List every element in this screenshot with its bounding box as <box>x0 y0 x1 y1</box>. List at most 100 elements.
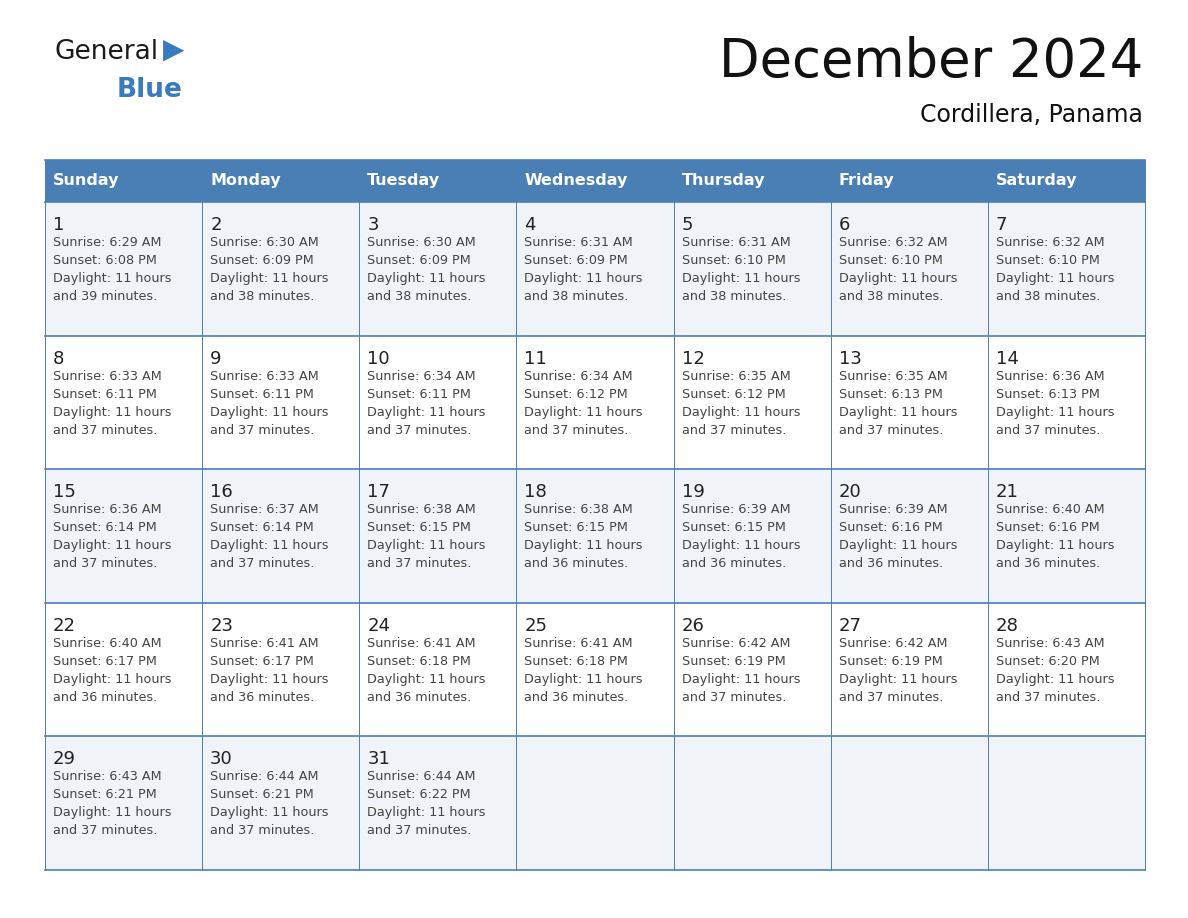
Text: Daylight: 11 hours: Daylight: 11 hours <box>524 406 643 419</box>
Text: 29: 29 <box>53 750 76 768</box>
Text: Daylight: 11 hours: Daylight: 11 hours <box>996 406 1114 419</box>
Text: and 37 minutes.: and 37 minutes. <box>996 423 1100 437</box>
Bar <box>45 160 1145 202</box>
Text: Sunset: 6:17 PM: Sunset: 6:17 PM <box>210 655 314 667</box>
Text: and 37 minutes.: and 37 minutes. <box>367 557 472 570</box>
Text: Sunrise: 6:34 AM: Sunrise: 6:34 AM <box>367 370 476 383</box>
Text: Sunset: 6:11 PM: Sunset: 6:11 PM <box>210 387 314 400</box>
Text: and 38 minutes.: and 38 minutes. <box>524 290 628 303</box>
Text: Sunset: 6:08 PM: Sunset: 6:08 PM <box>53 254 157 267</box>
Text: Sunset: 6:17 PM: Sunset: 6:17 PM <box>53 655 157 667</box>
Text: Sunrise: 6:41 AM: Sunrise: 6:41 AM <box>367 637 476 650</box>
Text: and 37 minutes.: and 37 minutes. <box>210 824 315 837</box>
Text: Sunset: 6:22 PM: Sunset: 6:22 PM <box>367 789 470 801</box>
Text: Sunset: 6:18 PM: Sunset: 6:18 PM <box>367 655 472 667</box>
Text: 14: 14 <box>996 350 1019 367</box>
Text: Sunset: 6:20 PM: Sunset: 6:20 PM <box>996 655 1100 667</box>
Text: Sunrise: 6:36 AM: Sunrise: 6:36 AM <box>53 503 162 516</box>
Text: Sunset: 6:14 PM: Sunset: 6:14 PM <box>53 521 157 534</box>
Text: Sunrise: 6:35 AM: Sunrise: 6:35 AM <box>839 370 948 383</box>
Text: Sunrise: 6:40 AM: Sunrise: 6:40 AM <box>53 637 162 650</box>
Text: Sunset: 6:13 PM: Sunset: 6:13 PM <box>839 387 942 400</box>
Text: Sunrise: 6:44 AM: Sunrise: 6:44 AM <box>210 770 318 783</box>
Text: Sunrise: 6:42 AM: Sunrise: 6:42 AM <box>682 637 790 650</box>
Text: and 37 minutes.: and 37 minutes. <box>210 423 315 437</box>
Text: Sunset: 6:10 PM: Sunset: 6:10 PM <box>682 254 785 267</box>
Text: Sunrise: 6:32 AM: Sunrise: 6:32 AM <box>839 236 947 249</box>
Text: 9: 9 <box>210 350 222 367</box>
Text: Daylight: 11 hours: Daylight: 11 hours <box>682 539 800 553</box>
Text: Sunset: 6:09 PM: Sunset: 6:09 PM <box>367 254 470 267</box>
Text: 3: 3 <box>367 216 379 234</box>
Text: Sunset: 6:13 PM: Sunset: 6:13 PM <box>996 387 1100 400</box>
Text: and 37 minutes.: and 37 minutes. <box>682 423 786 437</box>
Text: Wednesday: Wednesday <box>524 174 627 188</box>
Text: Daylight: 11 hours: Daylight: 11 hours <box>210 406 329 419</box>
Text: Sunrise: 6:38 AM: Sunrise: 6:38 AM <box>524 503 633 516</box>
Text: Sunrise: 6:43 AM: Sunrise: 6:43 AM <box>996 637 1105 650</box>
Text: 20: 20 <box>839 483 861 501</box>
Text: Sunrise: 6:41 AM: Sunrise: 6:41 AM <box>210 637 318 650</box>
Text: Sunrise: 6:30 AM: Sunrise: 6:30 AM <box>367 236 476 249</box>
Text: 24: 24 <box>367 617 391 635</box>
Text: Daylight: 11 hours: Daylight: 11 hours <box>682 406 800 419</box>
Text: Monday: Monday <box>210 174 280 188</box>
Text: and 37 minutes.: and 37 minutes. <box>839 691 943 704</box>
Text: Sunrise: 6:39 AM: Sunrise: 6:39 AM <box>839 503 947 516</box>
Text: Daylight: 11 hours: Daylight: 11 hours <box>210 806 329 820</box>
Text: December 2024: December 2024 <box>719 36 1143 88</box>
Text: Sunrise: 6:31 AM: Sunrise: 6:31 AM <box>524 236 633 249</box>
Text: and 38 minutes.: and 38 minutes. <box>682 290 786 303</box>
Text: Saturday: Saturday <box>996 174 1078 188</box>
Text: Sunrise: 6:32 AM: Sunrise: 6:32 AM <box>996 236 1105 249</box>
Text: Blue: Blue <box>116 77 183 103</box>
Text: 17: 17 <box>367 483 390 501</box>
Text: Daylight: 11 hours: Daylight: 11 hours <box>524 539 643 553</box>
Text: 23: 23 <box>210 617 233 635</box>
Text: and 37 minutes.: and 37 minutes. <box>53 824 157 837</box>
Text: Daylight: 11 hours: Daylight: 11 hours <box>839 272 958 285</box>
Text: Sunset: 6:15 PM: Sunset: 6:15 PM <box>682 521 785 534</box>
Text: Tuesday: Tuesday <box>367 174 441 188</box>
Text: Daylight: 11 hours: Daylight: 11 hours <box>210 539 329 553</box>
Text: Sunset: 6:15 PM: Sunset: 6:15 PM <box>524 521 628 534</box>
Bar <box>45 336 1145 469</box>
Text: Sunset: 6:21 PM: Sunset: 6:21 PM <box>210 789 314 801</box>
Text: Cordillera, Panama: Cordillera, Panama <box>921 103 1143 127</box>
Text: 2: 2 <box>210 216 222 234</box>
Text: 11: 11 <box>524 350 548 367</box>
Text: Sunset: 6:11 PM: Sunset: 6:11 PM <box>367 387 472 400</box>
Text: Sunrise: 6:30 AM: Sunrise: 6:30 AM <box>210 236 318 249</box>
Text: Daylight: 11 hours: Daylight: 11 hours <box>839 406 958 419</box>
Text: and 37 minutes.: and 37 minutes. <box>53 423 157 437</box>
Text: and 38 minutes.: and 38 minutes. <box>367 290 472 303</box>
Text: and 37 minutes.: and 37 minutes. <box>839 423 943 437</box>
Text: 22: 22 <box>53 617 76 635</box>
Text: Sunset: 6:12 PM: Sunset: 6:12 PM <box>524 387 628 400</box>
Text: 7: 7 <box>996 216 1007 234</box>
Text: 18: 18 <box>524 483 548 501</box>
Text: and 39 minutes.: and 39 minutes. <box>53 290 157 303</box>
Text: Sunset: 6:10 PM: Sunset: 6:10 PM <box>839 254 942 267</box>
Text: Daylight: 11 hours: Daylight: 11 hours <box>839 539 958 553</box>
Text: Sunset: 6:15 PM: Sunset: 6:15 PM <box>367 521 472 534</box>
Text: Sunrise: 6:40 AM: Sunrise: 6:40 AM <box>996 503 1105 516</box>
Text: 8: 8 <box>53 350 64 367</box>
Text: Daylight: 11 hours: Daylight: 11 hours <box>53 406 171 419</box>
Text: 27: 27 <box>839 617 861 635</box>
Text: Daylight: 11 hours: Daylight: 11 hours <box>367 406 486 419</box>
Text: Sunset: 6:11 PM: Sunset: 6:11 PM <box>53 387 157 400</box>
Text: Sunset: 6:18 PM: Sunset: 6:18 PM <box>524 655 628 667</box>
Text: 19: 19 <box>682 483 704 501</box>
Text: and 36 minutes.: and 36 minutes. <box>53 691 157 704</box>
Text: Sunset: 6:19 PM: Sunset: 6:19 PM <box>839 655 942 667</box>
Text: Daylight: 11 hours: Daylight: 11 hours <box>367 806 486 820</box>
Text: 4: 4 <box>524 216 536 234</box>
Text: 30: 30 <box>210 750 233 768</box>
Text: Daylight: 11 hours: Daylight: 11 hours <box>367 272 486 285</box>
Text: 31: 31 <box>367 750 390 768</box>
Text: Daylight: 11 hours: Daylight: 11 hours <box>682 272 800 285</box>
Bar <box>45 736 1145 870</box>
Text: Sunrise: 6:31 AM: Sunrise: 6:31 AM <box>682 236 790 249</box>
Text: and 36 minutes.: and 36 minutes. <box>996 557 1100 570</box>
